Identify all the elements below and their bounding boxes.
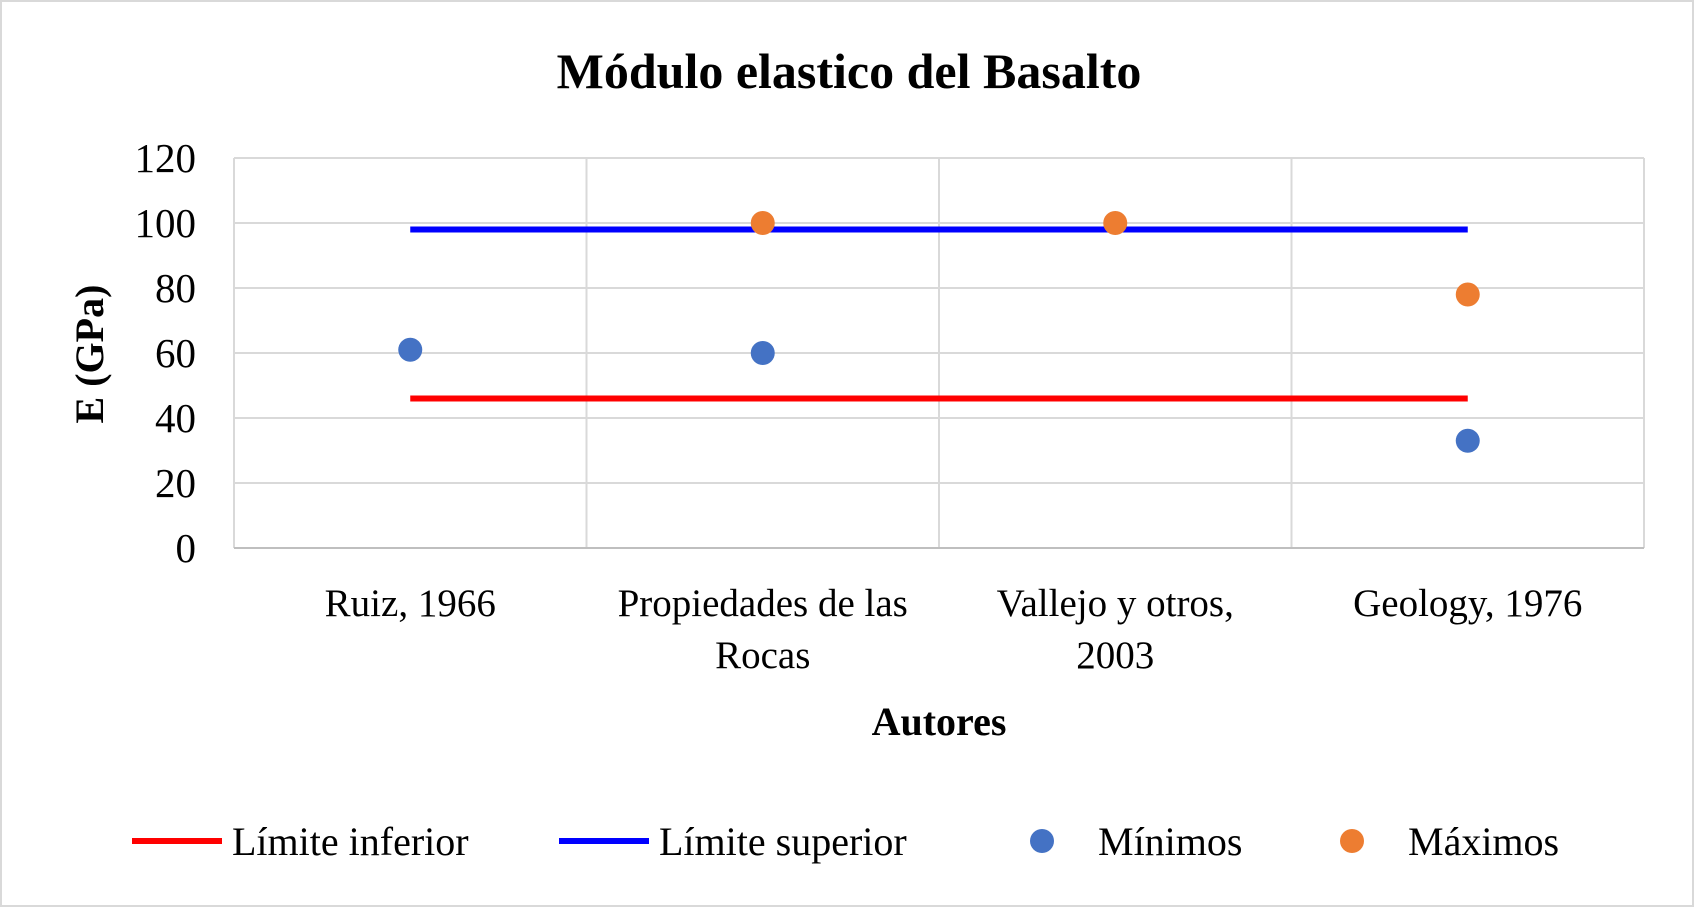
chart-title: Módulo elastico del Basalto (557, 43, 1142, 99)
y-axis-title: E (GPa) (67, 285, 112, 424)
x-category-labels: Ruiz, 1966 Propiedades de las Rocas Vallejo… (325, 582, 1583, 677)
x-category-label: Propiedades de las (618, 582, 908, 625)
data-point (750, 211, 775, 235)
y-tick-label: 40 (155, 395, 196, 441)
x-category-label: Vallejo y otros, (997, 582, 1234, 625)
legend-label: Límite inferior (232, 819, 469, 864)
x-category-label: Geology, 1976 (1353, 582, 1582, 625)
y-tick-label: 120 (135, 135, 197, 181)
x-category-label: Ruiz, 1966 (325, 582, 496, 625)
data-point (750, 341, 775, 365)
reference-lines (410, 226, 1468, 402)
x-axis-title: Autores (872, 699, 1007, 744)
legend-label: Máximos (1408, 819, 1559, 864)
data-point (1455, 428, 1480, 453)
legend-dot-swatch (1030, 829, 1054, 853)
data-point (398, 337, 423, 362)
data-points (398, 211, 1480, 453)
y-tick-labels: 0 20 40 60 80 100 120 (135, 135, 197, 571)
legend-label: Límite superior (659, 819, 907, 864)
y-tick-label: 0 (176, 525, 197, 571)
legend: Límite inferior Límite superior Mínimos Máx… (132, 819, 1559, 864)
y-tick-label: 60 (155, 330, 196, 376)
x-category-label: Rocas (715, 634, 810, 677)
y-tick-label: 80 (155, 265, 196, 311)
grid-layer (233, 157, 1645, 549)
legend-dot-swatch (1340, 829, 1364, 853)
y-tick-label: 100 (135, 200, 197, 246)
x-category-label: 2003 (1076, 634, 1154, 677)
data-point (1455, 282, 1480, 307)
legend-label: Mínimos (1098, 819, 1242, 864)
data-point (1103, 211, 1128, 235)
y-tick-label: 20 (155, 460, 196, 506)
